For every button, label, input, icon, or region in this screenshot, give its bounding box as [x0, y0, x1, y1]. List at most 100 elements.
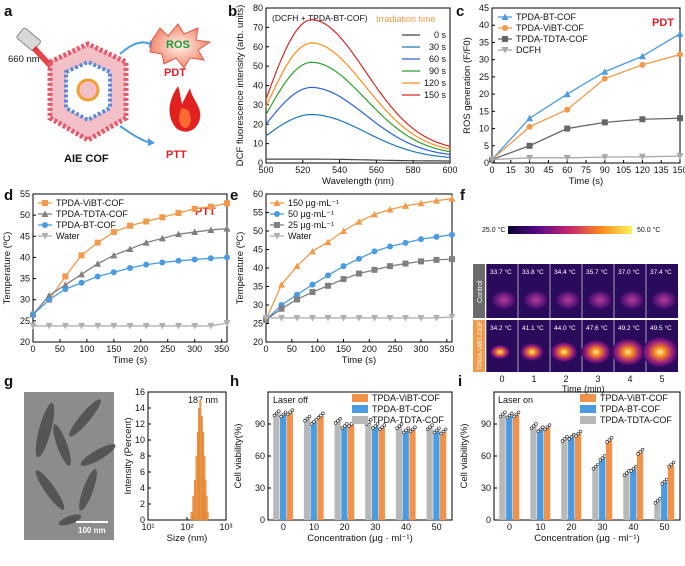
point-e-1-7 [371, 248, 378, 255]
ytick-label-h-2: 60 [255, 451, 265, 461]
legend-label-h-0: TPDA-ViBT-COF [372, 393, 440, 403]
hist-bar-11 [205, 495, 208, 521]
dot-i-2-2-2 [565, 435, 569, 439]
series-line-b-2 [265, 86, 451, 156]
dot-i-0-3-1 [607, 438, 612, 442]
row-label-bg-control [473, 264, 485, 318]
series-line-b-1 [265, 113, 451, 158]
xtick-label-e-7: 350 [439, 344, 454, 354]
dot-i-1-4-0 [629, 469, 633, 473]
dot-i-1-2-1 [569, 435, 574, 439]
cof-mouse-4 [611, 338, 645, 366]
xtick-label-e-3: 150 [336, 344, 351, 354]
xtick-label-g-1: 10² [180, 522, 193, 532]
point-c-0-5 [676, 30, 684, 37]
point-e-1-10 [418, 236, 424, 243]
tem-nanoparticles [35, 399, 116, 526]
xtick-label-b-5: 600 [442, 165, 457, 175]
point-e-0-3 [309, 247, 316, 255]
xtick-label-c-2: 30 [525, 165, 535, 175]
point-d-2-1 [46, 296, 53, 303]
xtick-label-c-5: 75 [581, 165, 591, 175]
dot-i-2-4-0 [622, 473, 627, 477]
ytick-label-e-3: 35 [253, 282, 263, 292]
panel-f: f 25.0 °C 50.0 °C Control TPDA-ViBT-COF … [460, 187, 678, 394]
cof-mouse-1 [520, 343, 544, 361]
point-e-1-3 [309, 281, 316, 288]
dot-h-1-5-1 [434, 428, 439, 433]
dot-h-0-0-2 [290, 408, 295, 412]
point-d-3-12 [223, 319, 231, 327]
panel-letter-f: f [460, 187, 466, 204]
point-e-3-5 [340, 314, 347, 322]
point-d-1-8 [158, 234, 166, 242]
point-c-3-4 [638, 153, 646, 161]
cof-temp-3: 47.6 °C [586, 324, 608, 332]
control-mouse-1 [524, 291, 548, 309]
point-d-0-7 [143, 218, 150, 225]
bar-h-1-4 [402, 430, 409, 520]
xtick-label-e-6: 300 [413, 344, 428, 354]
xtick-label-c-8: 120 [635, 165, 650, 175]
dot-h-2-0-0 [272, 413, 277, 418]
point-e-0-7 [371, 210, 378, 218]
point-d-1-12 [223, 225, 231, 232]
control-mouse-0 [492, 291, 516, 309]
xtick-label-d-3: 150 [106, 344, 121, 354]
bar-i-2-1 [530, 426, 537, 520]
dot-i-0-1-2 [547, 423, 552, 427]
bar-i-0-0 [512, 414, 520, 520]
point-c-2-4 [639, 116, 646, 123]
point-d-3-11 [207, 322, 215, 330]
xlabel-i: Concentration (µg · ml⁻¹) [534, 533, 640, 544]
dot-h-2-1-1 [305, 416, 309, 421]
dot-h-1-2-0 [340, 426, 345, 430]
laser-wavelength: 660 nm [8, 54, 40, 65]
point-d-0-5 [110, 229, 117, 236]
xtick-label-d-2: 100 [79, 344, 94, 354]
dot-i-2-0-0 [498, 414, 503, 419]
dot-h-0-3-2 [382, 423, 387, 427]
point-d-3-5 [110, 322, 118, 330]
ytick-label-d-1: 25 [20, 316, 30, 326]
peak-label-g: 187 nm [188, 395, 218, 405]
dot-i-2-4-1 [624, 471, 629, 475]
point-c-1-4 [639, 61, 646, 68]
legend-label-c-0: TPDA-BT-COF [516, 12, 577, 22]
point-d-3-7 [142, 322, 150, 330]
dot-i-0-0-2 [516, 410, 521, 414]
point-d-2-2 [62, 286, 69, 293]
xtick-label-d-7: 350 [214, 344, 229, 354]
point-c-3-0 [488, 156, 496, 164]
point-e-3-6 [355, 314, 363, 322]
plot-frame-g [147, 391, 227, 521]
ytick-label-g-5: 10 [135, 435, 145, 445]
point-e-2-8 [387, 263, 393, 270]
dot-h-2-0-1 [274, 411, 279, 416]
dot-i-0-1-1 [545, 425, 550, 429]
point-d-3-10 [191, 322, 199, 330]
point-e-3-7 [371, 314, 378, 322]
point-d-0-6 [127, 222, 133, 229]
dot-i-2-2-1 [562, 437, 567, 441]
bar-i-1-5 [661, 481, 668, 520]
legend-marker-d-0 [42, 200, 48, 206]
point-d-3-0 [29, 322, 37, 330]
point-c-2-3 [601, 119, 608, 126]
point-d-1-3 [78, 270, 85, 278]
dot-h-0-5-0 [439, 431, 443, 436]
dot-i-1-4-2 [634, 464, 638, 469]
dot-i-2-5-0 [653, 501, 658, 505]
point-c-1-3 [601, 75, 608, 82]
tem-image [24, 392, 114, 540]
xlabel-b: Wavelength (nm) [322, 176, 394, 187]
row-label-control: Control [477, 280, 484, 303]
point-e-1-8 [387, 243, 393, 250]
legend-marker-e-3 [273, 233, 281, 240]
xtick-label-d-6: 300 [187, 344, 202, 354]
xtick-label-c-9: 135 [654, 165, 669, 175]
panel-letter-e: e [230, 187, 238, 204]
inset-label-b: (DCFH + TPDA-BT-COF) [272, 13, 368, 23]
xtick-label-i-1: 10 [535, 522, 545, 532]
point-d-3-3 [78, 322, 85, 330]
